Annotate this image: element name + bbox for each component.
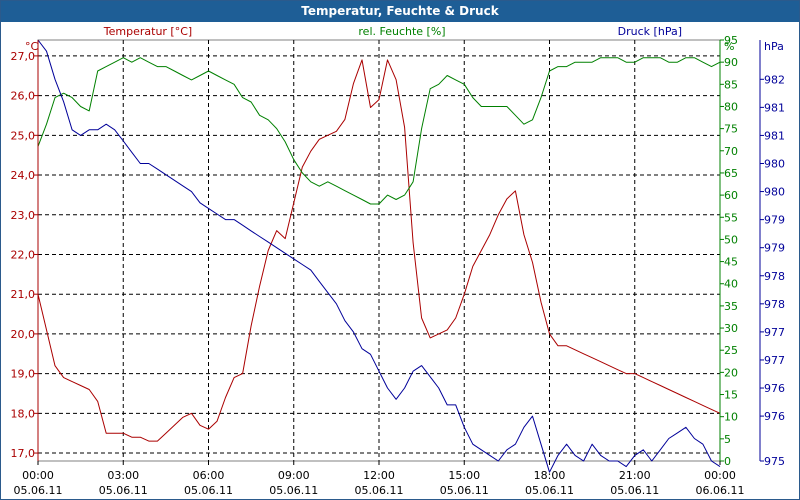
window-title: Temperatur, Feuchte & Druck [1, 1, 799, 22]
temperature-unit-label: °C [25, 40, 39, 53]
humidity-unit-label: % [724, 40, 734, 53]
temperature-tick-label: 18,0 [11, 407, 36, 420]
x-tick-time: 15:00 [448, 469, 480, 482]
x-tick-date: 05.06.11 [99, 484, 148, 497]
humidity-tick-label: 90 [724, 56, 738, 69]
pressure-tick-label: 981 [764, 129, 785, 142]
x-axis: 00:00 05.06.11 03:00 05.06.11 06:00 05.06.11 0… [14, 461, 745, 497]
x-tick-date: 05.06.11 [440, 484, 489, 497]
pressure-tick-label: 978 [764, 298, 785, 311]
temperature-tick-label: 26,0 [11, 90, 36, 103]
humidity-tick-label: 35 [724, 300, 738, 313]
pressure-tick-label: 981 [764, 101, 785, 114]
grid [38, 40, 720, 461]
temperature-tick-label: 22,0 [11, 248, 36, 261]
temperature-tick-label: 23,0 [11, 209, 36, 222]
temperature-tick-label: 27,0 [11, 50, 36, 63]
legend-pressure: Druck [hPa] [618, 25, 682, 38]
x-tick-date: 05.06.11 [355, 484, 404, 497]
series-line-temperature [37, 59, 721, 442]
humidity-tick-label: 80 [724, 100, 738, 113]
humidity-tick-label: 0 [724, 455, 731, 468]
x-tick-date: 05.06.11 [610, 484, 659, 497]
series-layer [37, 39, 721, 473]
humidity-tick-label: 30 [724, 322, 738, 335]
humidity-tick-label: 60 [724, 189, 738, 202]
temperature-tick-label: 17,0 [11, 447, 36, 460]
humidity-tick-label: 5 [724, 433, 731, 446]
x-tick-date: 06.06.11 [696, 484, 745, 497]
x-tick-time: 00:00 [704, 469, 736, 482]
legend-temperature: Temperatur [°C] [103, 25, 192, 38]
series-line-humidity [37, 57, 721, 205]
humidity-tick-label: 20 [724, 366, 738, 379]
legend: Temperatur [°C] rel. Feuchte [%] Druck [hP… [103, 25, 682, 38]
pressure-tick-label: 979 [764, 242, 785, 255]
x-tick-date: 05.06.11 [269, 484, 318, 497]
humidity-tick-label: 55 [724, 211, 738, 224]
series-line-pressure [37, 39, 721, 473]
x-tick-time: 21:00 [619, 469, 651, 482]
x-tick-time: 18:00 [534, 469, 566, 482]
x-tick-date: 05.06.11 [525, 484, 574, 497]
pressure-tick-label: 977 [764, 326, 785, 339]
humidity-tick-label: 15 [724, 389, 738, 402]
x-tick-time: 03:00 [107, 469, 139, 482]
x-tick-date: 05.06.11 [184, 484, 233, 497]
pressure-tick-label: 979 [764, 214, 785, 227]
x-tick-time: 06:00 [193, 469, 225, 482]
x-tick-time: 12:00 [363, 469, 395, 482]
humidity-tick-label: 70 [724, 145, 738, 158]
humidity-tick-label: 45 [724, 256, 738, 269]
pressure-unit-label: hPa [764, 40, 784, 53]
humidity-tick-label: 50 [724, 233, 738, 246]
pressure-tick-label: 975 [764, 455, 785, 468]
temperature-tick-label: 19,0 [11, 368, 36, 381]
temperature-tick-label: 24,0 [11, 169, 36, 182]
temperature-tick-label: 21,0 [11, 288, 36, 301]
humidity-tick-label: 95 [724, 34, 738, 47]
pressure-tick-label: 976 [764, 382, 785, 395]
pressure-tick-label: 980 [764, 186, 785, 199]
x-tick-time: 09:00 [278, 469, 310, 482]
pressure-tick-label: 978 [764, 270, 785, 283]
x-tick-date: 05.06.11 [14, 484, 63, 497]
humidity-tick-label: 25 [724, 344, 738, 357]
humidity-tick-label: 40 [724, 278, 738, 291]
legend-humidity: rel. Feuchte [%] [358, 25, 445, 38]
temperature-tick-label: 20,0 [11, 328, 36, 341]
pressure-tick-label: 976 [764, 410, 785, 423]
pressure-tick-label: 982 [764, 73, 785, 86]
humidity-tick-label: 65 [724, 167, 738, 180]
x-tick-time: 00:00 [22, 469, 54, 482]
humidity-tick-label: 75 [724, 123, 738, 136]
pressure-tick-label: 977 [764, 354, 785, 367]
axes-layer: 17,0 18,0 19,0 20,0 21,0 22,0 23,0 24,0 25,0 26,0… [11, 34, 786, 468]
pressure-tick-label: 980 [764, 157, 785, 170]
humidity-tick-label: 85 [724, 78, 738, 91]
humidity-tick-label: 10 [724, 411, 738, 424]
temperature-tick-label: 25,0 [11, 129, 36, 142]
